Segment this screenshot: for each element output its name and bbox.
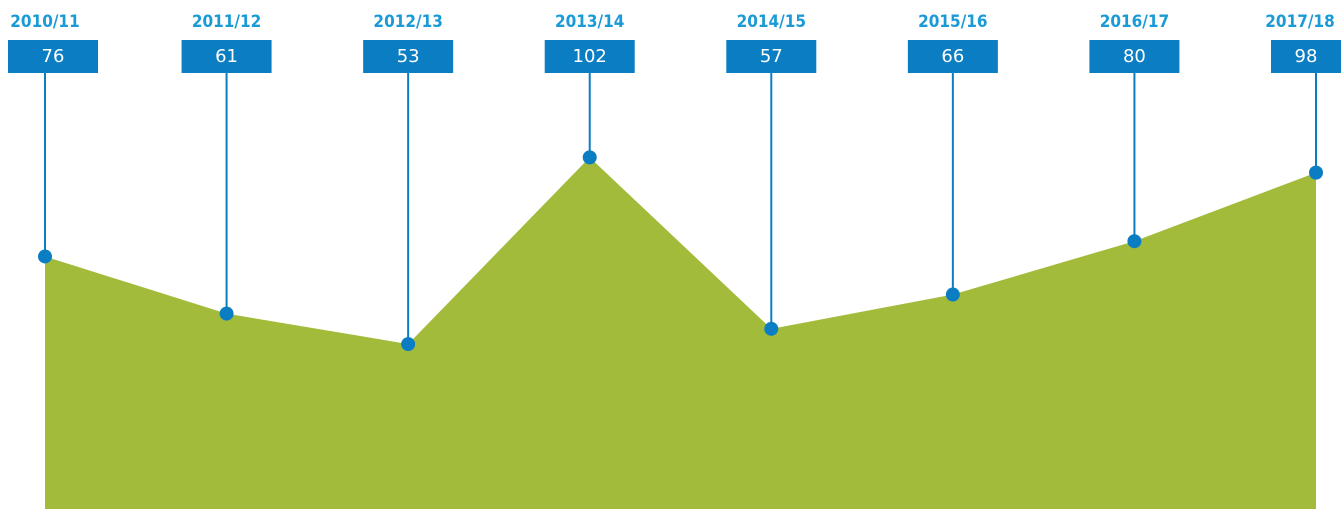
value-box bbox=[907, 40, 998, 73]
category-label: 2016/17 bbox=[1100, 12, 1169, 32]
value-box bbox=[181, 40, 272, 73]
marker bbox=[38, 249, 52, 264]
marker bbox=[1309, 165, 1323, 180]
value-label: 80 bbox=[1123, 46, 1146, 67]
marker bbox=[582, 150, 597, 165]
value-label: 98 bbox=[1295, 46, 1318, 67]
value-box bbox=[1089, 40, 1180, 73]
marker bbox=[945, 287, 960, 302]
category-label: 2017/18 bbox=[1265, 12, 1334, 32]
category-label: 2013/14 bbox=[555, 12, 624, 32]
value-box bbox=[726, 40, 817, 73]
value-label: 102 bbox=[573, 46, 607, 67]
marker bbox=[764, 321, 779, 336]
value-box bbox=[8, 40, 98, 73]
value-box bbox=[544, 40, 635, 73]
category-label: 2015/16 bbox=[918, 12, 987, 32]
area bbox=[45, 157, 1316, 509]
value-box bbox=[1271, 40, 1341, 73]
category-label: 2012/13 bbox=[373, 12, 442, 32]
category-label: 2011/12 bbox=[192, 12, 261, 32]
value-label: 53 bbox=[397, 46, 420, 67]
marker bbox=[1127, 234, 1142, 249]
category-label: 2014/15 bbox=[737, 12, 806, 32]
value-label: 66 bbox=[941, 46, 964, 67]
value-label: 61 bbox=[215, 46, 238, 67]
category-label: 2010/11 bbox=[10, 12, 79, 32]
value-label: 57 bbox=[760, 46, 783, 67]
value-label: 76 bbox=[42, 46, 65, 67]
marker bbox=[219, 306, 234, 321]
value-box bbox=[363, 40, 454, 73]
marker bbox=[401, 337, 416, 352]
